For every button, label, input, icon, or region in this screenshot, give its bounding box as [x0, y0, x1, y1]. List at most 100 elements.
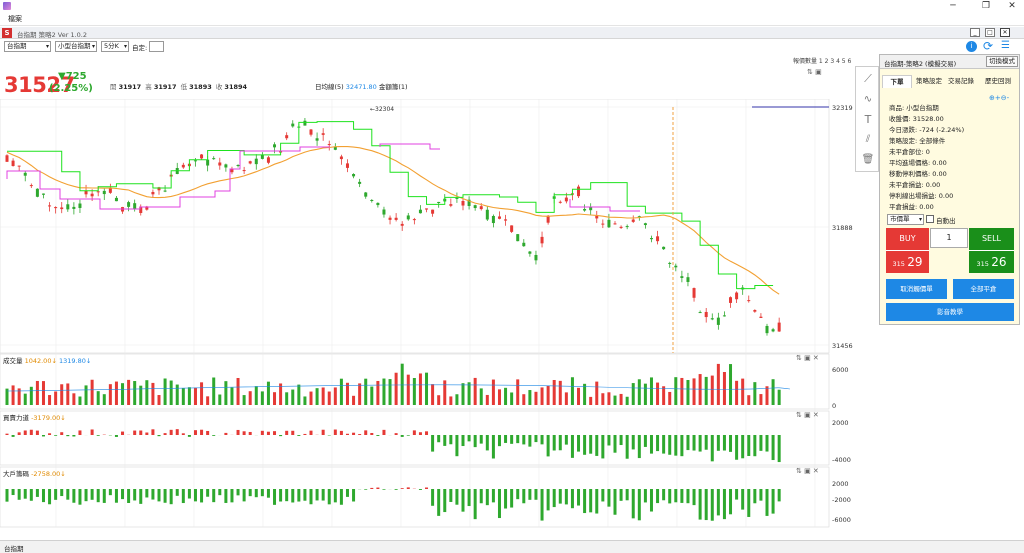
- period-select[interactable]: 5分K: [101, 41, 129, 52]
- volume-bar: [716, 363, 720, 405]
- volume-bar: [759, 394, 763, 405]
- big-money-bar: [169, 489, 173, 505]
- open-value: 31917: [118, 83, 142, 91]
- candle-body: [376, 202, 380, 206]
- candle-body: [418, 209, 422, 214]
- trash-icon[interactable]: 🗑: [861, 154, 875, 165]
- candle-body: [145, 206, 149, 210]
- candle-body: [394, 217, 398, 220]
- close-button[interactable]: ✕: [1008, 1, 1016, 11]
- qty-input[interactable]: 1: [930, 228, 968, 248]
- main-panel-controls[interactable]: ⇅ ▣: [807, 68, 822, 76]
- volume-bar: [163, 378, 167, 405]
- force-bar: [619, 435, 623, 446]
- force-bar: [692, 435, 696, 451]
- path-icon[interactable]: ∿: [863, 94, 873, 105]
- zoom-icons[interactable]: ⊕+⊖-: [989, 94, 1010, 102]
- status-tab[interactable]: 台指期: [4, 545, 24, 553]
- text-tool-icon[interactable]: T: [864, 113, 872, 126]
- menu-file[interactable]: 檔案: [8, 15, 22, 23]
- volume-bar: [431, 384, 435, 405]
- panel-minimize-button[interactable]: _: [970, 28, 980, 37]
- minimize-button[interactable]: ─: [950, 1, 956, 11]
- panel-close-button[interactable]: ✕: [1000, 28, 1010, 37]
- volume-bar: [613, 395, 617, 405]
- buy-button[interactable]: BUY 315 29: [886, 228, 929, 273]
- force-bar: [5, 433, 9, 435]
- volume-bar: [260, 391, 264, 405]
- force-bar: [607, 435, 611, 446]
- video-tutorial-button[interactable]: 影音教學: [886, 303, 1014, 321]
- cancel-trigger-button[interactable]: 取消觸價單: [886, 279, 947, 299]
- tab-order[interactable]: 下單: [882, 75, 912, 88]
- trend-line-icon[interactable]: ⟋: [864, 72, 872, 85]
- candle-body: [11, 160, 15, 166]
- candle-body: [41, 193, 45, 195]
- big-money-bar: [23, 489, 27, 499]
- big-axis-label: -2000: [832, 496, 851, 504]
- product-select[interactable]: 台指期: [4, 41, 51, 52]
- big-money-bar: [741, 489, 745, 510]
- force-bar: [522, 435, 526, 445]
- close-all-button[interactable]: 全部平倉: [953, 279, 1014, 299]
- big-money-bar: [90, 489, 94, 500]
- candle-body: [449, 204, 453, 206]
- volume-title: 成交量 1042.00↓ 1319.80↓: [3, 355, 91, 365]
- candle-body: [242, 170, 246, 172]
- force-panel-controls[interactable]: ⇅ ▣ ✕: [796, 411, 819, 419]
- force-bar: [35, 430, 39, 435]
- volume-bar: [297, 384, 301, 405]
- tab-backtest[interactable]: 歷史回測: [985, 77, 1011, 85]
- volume-bar: [382, 378, 386, 405]
- user-list-icon[interactable]: ☰: [1001, 40, 1010, 51]
- big-money-bar: [273, 489, 277, 505]
- big-money-bar: [394, 489, 398, 490]
- force-bar: [242, 431, 246, 435]
- contract-select[interactable]: 小型台指期: [55, 41, 97, 52]
- ma-legend: 日均線(5) 32471.80 金額籌(1): [315, 81, 408, 91]
- volume-panel-controls[interactable]: ⇅ ▣ ✕: [796, 354, 819, 362]
- big-panel-controls[interactable]: ⇅ ▣ ✕: [796, 467, 819, 475]
- big-money-bar: [570, 489, 574, 509]
- maximize-button[interactable]: ❐: [981, 1, 991, 11]
- info-avg-price: 平均進場價格: 0.00: [889, 159, 947, 167]
- candle-body: [84, 190, 88, 195]
- big-money-bar: [692, 489, 696, 506]
- record-count-label[interactable]: 報價數量 1 2 3 4 5 6: [793, 58, 852, 65]
- fan-tool-icon[interactable]: ⫽: [865, 134, 871, 145]
- big-money-bar: [765, 489, 769, 516]
- volume-bar: [692, 378, 696, 405]
- volume-bar: [139, 385, 143, 405]
- candle-body: [704, 311, 708, 318]
- tab-strategy[interactable]: 策略設定: [916, 77, 942, 85]
- refresh-icon[interactable]: ⟳: [983, 39, 994, 53]
- candle-body: [431, 209, 435, 214]
- panel-maximize-button[interactable]: □: [985, 28, 995, 37]
- candle-body: [753, 309, 757, 312]
- volume-bar: [552, 379, 556, 405]
- sell-button[interactable]: SELL 315 26: [969, 228, 1014, 273]
- tab-history[interactable]: 交易記錄: [948, 77, 974, 85]
- volume-bar: [437, 395, 441, 405]
- force-bar: [680, 435, 684, 457]
- candle-body: [102, 190, 106, 195]
- candle-body: [60, 207, 64, 210]
- volume-bar: [729, 364, 733, 405]
- big-money-bar: [309, 489, 313, 505]
- order-type-select[interactable]: 市價單: [887, 214, 924, 225]
- candle-body: [133, 203, 137, 210]
- auto-exit-checkbox[interactable]: [926, 215, 934, 223]
- big-money-bar: [145, 489, 149, 498]
- last-price: 31527: [4, 73, 75, 97]
- big-money-bar: [406, 487, 410, 489]
- switch-mode-button[interactable]: 切換模式: [986, 56, 1018, 67]
- custom-input[interactable]: [149, 41, 164, 52]
- big-money-bar: [84, 489, 88, 502]
- big-money-bar: [11, 489, 15, 496]
- candle-body: [114, 197, 118, 202]
- force-bar: [72, 435, 76, 437]
- force-bar: [364, 430, 368, 435]
- info-icon[interactable]: i: [966, 41, 977, 52]
- trading-panel-header: 台指期-策略2 (模擬交易) 切換模式: [880, 55, 1019, 69]
- force-bar: [96, 435, 100, 436]
